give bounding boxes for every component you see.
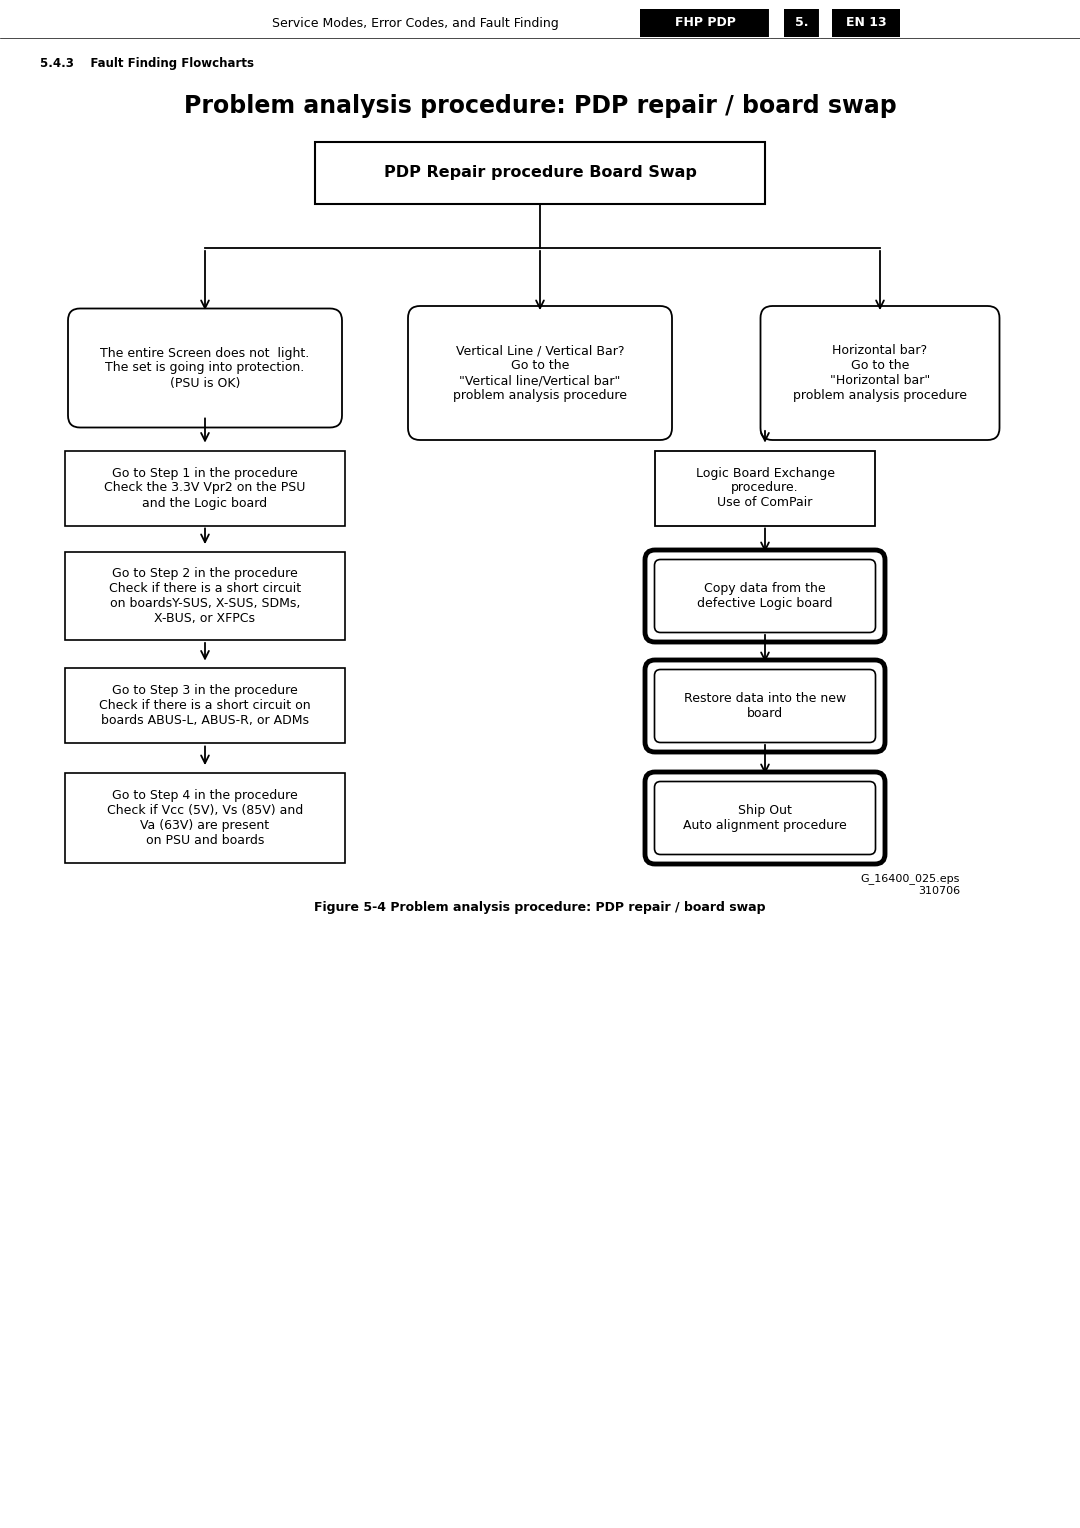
Text: Restore data into the new
board: Restore data into the new board	[684, 692, 846, 720]
Bar	[784, 9, 820, 37]
Text: G_16400_025.eps
310706: G_16400_025.eps 310706	[861, 872, 960, 895]
Bar	[640, 9, 770, 37]
Text: Vertical Line / Vertical Bar?
Go to the
"Vertical line/Vertical bar"
problem ana: Vertical Line / Vertical Bar? Go to the …	[453, 344, 627, 402]
FancyBboxPatch shape	[645, 660, 885, 752]
Text: PDP Repair procedure Board Swap: PDP Repair procedure Board Swap	[383, 165, 697, 180]
Bar	[65, 451, 345, 526]
FancyBboxPatch shape	[654, 559, 876, 633]
FancyBboxPatch shape	[645, 772, 885, 863]
FancyBboxPatch shape	[68, 309, 342, 428]
Text: Go to Step 4 in the procedure
Check if Vcc (5V), Vs (85V) and
Va (63V) are prese: Go to Step 4 in the procedure Check if V…	[107, 788, 303, 847]
Bar	[65, 552, 345, 640]
FancyBboxPatch shape	[654, 781, 876, 854]
Text: Copy data from the
defective Logic board: Copy data from the defective Logic board	[698, 582, 833, 610]
Bar	[315, 142, 765, 205]
Text: Problem analysis procedure: PDP repair / board swap: Problem analysis procedure: PDP repair /…	[184, 95, 896, 118]
FancyBboxPatch shape	[408, 306, 672, 440]
FancyBboxPatch shape	[654, 669, 876, 743]
Text: Go to Step 1 in the procedure
Check the 3.3V Vpr2 on the PSU
and the Logic board: Go to Step 1 in the procedure Check the …	[105, 466, 306, 509]
Text: EN 13: EN 13	[846, 17, 887, 29]
Bar	[65, 668, 345, 744]
Text: Horizontal bar?
Go to the
"Horizontal bar"
problem analysis procedure: Horizontal bar? Go to the "Horizontal ba…	[793, 344, 967, 402]
Bar	[832, 9, 900, 37]
Text: Logic Board Exchange
procedure.
Use of ComPair: Logic Board Exchange procedure. Use of C…	[696, 466, 835, 509]
Text: Go to Step 2 in the procedure
Check if there is a short circuit
on boardsY-SUS, : Go to Step 2 in the procedure Check if t…	[109, 567, 301, 625]
Bar	[65, 773, 345, 863]
Text: FHP PDP: FHP PDP	[675, 17, 735, 29]
Text: Go to Step 3 in the procedure
Check if there is a short circuit on
boards ABUS-L: Go to Step 3 in the procedure Check if t…	[99, 685, 311, 727]
FancyBboxPatch shape	[645, 550, 885, 642]
Bar	[654, 451, 875, 526]
Text: The entire Screen does not  light.
The set is going into protection.
(PSU is OK): The entire Screen does not light. The se…	[100, 347, 310, 390]
Text: Figure 5-4 Problem analysis procedure: PDP repair / board swap: Figure 5-4 Problem analysis procedure: P…	[314, 902, 766, 914]
Text: Ship Out
Auto alignment procedure: Ship Out Auto alignment procedure	[684, 804, 847, 833]
Text: 5.: 5.	[795, 17, 809, 29]
Text: 5.4.3    Fault Finding Flowcharts: 5.4.3 Fault Finding Flowcharts	[40, 57, 254, 69]
Text: Service Modes, Error Codes, and Fault Finding: Service Modes, Error Codes, and Fault Fi…	[272, 17, 558, 29]
FancyBboxPatch shape	[760, 306, 999, 440]
